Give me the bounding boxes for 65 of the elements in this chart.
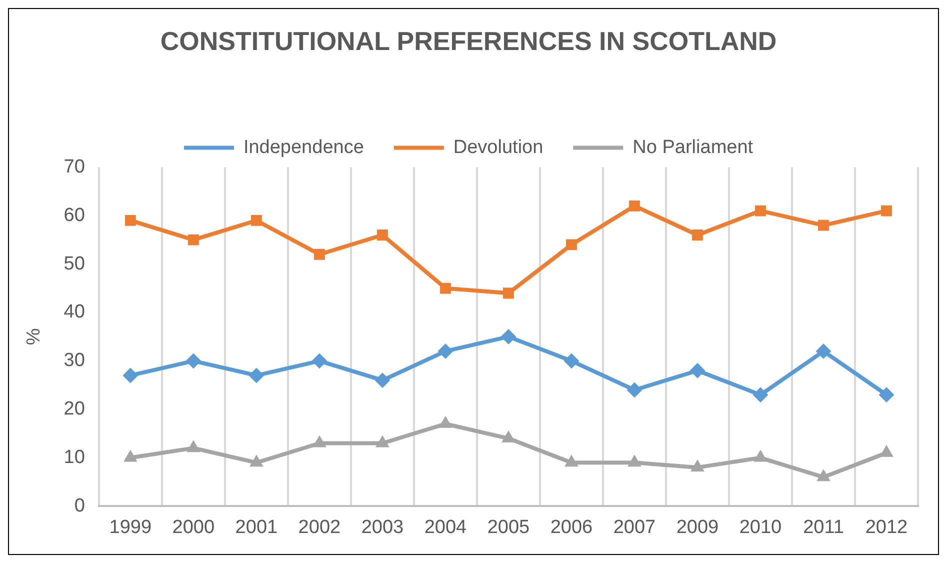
legend-label: Devolution xyxy=(453,136,544,158)
point xyxy=(124,450,137,462)
point xyxy=(188,234,199,246)
point xyxy=(376,436,390,448)
y-axis-title: % xyxy=(24,328,45,346)
x-tick-label: 2007 xyxy=(613,516,656,538)
x-tick-label: 2011 xyxy=(803,516,844,538)
y-tick-label: 0 xyxy=(74,495,85,516)
point xyxy=(250,455,264,467)
x-tick-label: 2005 xyxy=(487,516,530,538)
point xyxy=(312,436,326,448)
point xyxy=(186,353,201,368)
point xyxy=(438,416,452,428)
point xyxy=(754,450,768,462)
point xyxy=(124,215,136,226)
point xyxy=(628,455,642,467)
x-tick-label: 2004 xyxy=(424,516,468,538)
point xyxy=(314,248,325,260)
y-tick-label: 30 xyxy=(64,350,85,372)
legend-label: Independence xyxy=(243,136,364,158)
point xyxy=(312,353,327,368)
x-tick-label: 2012 xyxy=(865,516,908,538)
point xyxy=(752,387,768,402)
point xyxy=(692,230,703,240)
point xyxy=(438,344,453,359)
x-tick-label: 2010 xyxy=(739,516,782,538)
x-tick-label: 2006 xyxy=(550,516,593,538)
point xyxy=(626,382,642,398)
point xyxy=(500,329,516,344)
y-tick-label: 20 xyxy=(64,398,85,420)
point xyxy=(879,387,894,402)
y-tick-label: 60 xyxy=(64,204,85,226)
point xyxy=(564,455,578,467)
point xyxy=(440,282,451,294)
x-tick-label: 2009 xyxy=(676,516,719,538)
point xyxy=(629,200,640,212)
y-tick-label: 40 xyxy=(64,302,85,323)
chart-title: CONSTITUTIONAL PREFERENCES IN SCOTLAND xyxy=(160,26,777,56)
point xyxy=(503,288,514,299)
point xyxy=(880,445,894,457)
point xyxy=(377,230,388,240)
point xyxy=(502,430,516,442)
point xyxy=(564,353,579,368)
y-tick-label: 50 xyxy=(64,253,85,274)
x-tick-label: 1999 xyxy=(109,516,152,538)
point xyxy=(816,470,830,482)
point xyxy=(250,215,262,226)
point xyxy=(881,205,892,216)
legend-label: No Parliament xyxy=(632,136,754,158)
point xyxy=(186,440,200,452)
point xyxy=(122,368,138,383)
x-tick-label: 2003 xyxy=(361,516,404,538)
point xyxy=(690,363,705,378)
point xyxy=(816,344,831,359)
y-tick-label: 10 xyxy=(64,447,85,468)
point xyxy=(690,460,704,472)
x-tick-label: 2000 xyxy=(172,516,215,538)
point xyxy=(566,239,577,250)
y-tick-label: 70 xyxy=(64,156,85,178)
point xyxy=(755,205,766,216)
x-tick-label: 2001 xyxy=(235,516,278,538)
point xyxy=(818,220,829,231)
point xyxy=(248,368,264,383)
point xyxy=(374,372,390,388)
x-tick-label: 2002 xyxy=(298,516,341,538)
